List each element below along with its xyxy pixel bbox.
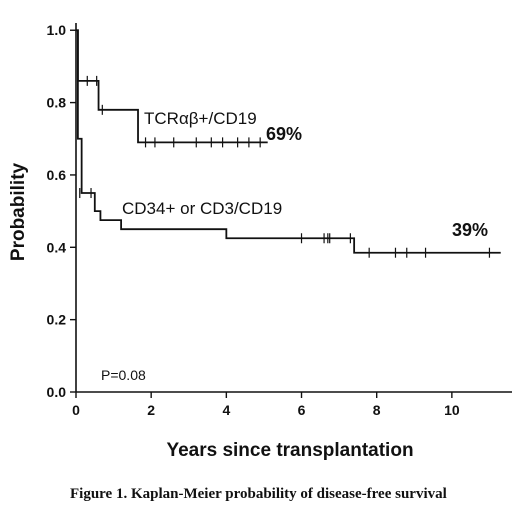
series-end-label-tcrab: 69% [266,124,302,144]
y-tick-label: 0.0 [47,384,67,400]
series-1 [76,29,268,148]
y-tick-label: 0.6 [47,167,67,183]
x-axis-title: Years since transplantation [166,440,413,461]
series-end-label-cd34: 39% [452,220,488,240]
x-tick-label: 0 [72,402,80,418]
figure-caption: Figure 1. Kaplan-Meier probability of di… [70,486,447,502]
axes [75,23,512,393]
x-tick-label: 4 [222,402,230,418]
x-tick-label: 6 [298,402,306,418]
y-tick-label: 0.2 [47,312,67,328]
p-value-annotation: P=0.08 [101,367,146,383]
y-tick-label: 0.8 [47,95,67,111]
y-tick-label: 1.0 [47,22,67,38]
tick-marks: 0.0 0.2 0.4 0.6 0.8 1.0 0 2 4 6 8 10 [47,22,460,418]
x-tick-label: 2 [147,402,155,418]
survival-curve [76,29,501,254]
y-tick-label: 0.4 [47,239,67,255]
x-tick-label: 8 [373,402,381,418]
series-label-cd34: CD34+ or CD3/CD19 [122,199,282,218]
series-layer [76,29,501,258]
series-2 [76,29,501,258]
series-label-tcrab: TCRαβ+/CD19 [144,109,257,128]
y-axis-title: Probability [8,162,29,261]
x-tick-label: 10 [444,402,460,418]
